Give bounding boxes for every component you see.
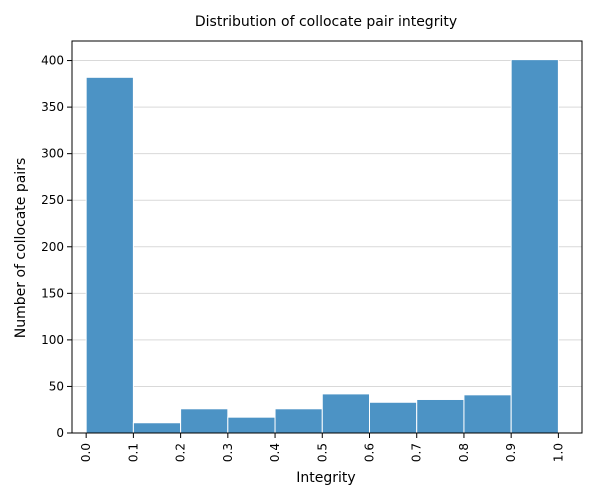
bar-7	[416, 398, 465, 434]
y-tick-label-5: 250	[41, 193, 64, 207]
x-tick-label-5: 0.5	[315, 443, 329, 462]
x-tick-label-6: 0.6	[363, 443, 377, 462]
x-tick-label-9: 0.9	[504, 443, 518, 462]
x-tick-label-4: 0.4	[268, 443, 282, 462]
bar-3	[227, 416, 276, 434]
x-tick-label-1: 0.1	[126, 443, 140, 462]
x-tick-label-2: 0.2	[174, 443, 188, 462]
bar-4	[274, 408, 323, 434]
x-axis-label: Integrity	[296, 470, 355, 486]
bar-8	[463, 394, 512, 434]
bar-5	[321, 393, 370, 434]
bar-9	[510, 59, 559, 434]
bar-2	[180, 408, 229, 434]
grid-lines	[72, 60, 582, 434]
y-tick-label-6: 300	[41, 147, 64, 161]
y-axis-ticks: 0 50 100 150 200 250 300 350 400	[41, 54, 72, 440]
x-tick-label-3: 0.3	[221, 443, 235, 462]
bar-1	[132, 422, 182, 434]
y-tick-label-4: 200	[41, 240, 64, 254]
x-tick-label-8: 0.8	[457, 443, 471, 462]
x-tick-label-0: 0.0	[79, 443, 93, 462]
chart-title: Distribution of collocate pair integrity	[195, 14, 457, 30]
bar-6	[369, 401, 418, 434]
bars	[85, 59, 559, 434]
y-tick-label-1: 50	[49, 379, 64, 393]
x-axis-ticks: 0.0 0.1 0.2 0.3 0.4 0.5 0.6 0.7 0.8 0.9 1.0	[79, 433, 565, 462]
y-tick-label-0: 0	[56, 426, 64, 440]
x-tick-label-10: 1.0	[551, 443, 565, 462]
y-tick-label-8: 400	[41, 54, 64, 68]
y-tick-label-7: 350	[41, 100, 64, 114]
plot-frame	[71, 40, 583, 434]
y-axis-label: Number of collocate pairs	[13, 158, 29, 338]
y-tick-label-3: 150	[41, 286, 64, 300]
x-tick-label-7: 0.7	[410, 443, 424, 462]
y-tick-label-2: 100	[41, 333, 64, 347]
bar-0	[85, 76, 134, 434]
